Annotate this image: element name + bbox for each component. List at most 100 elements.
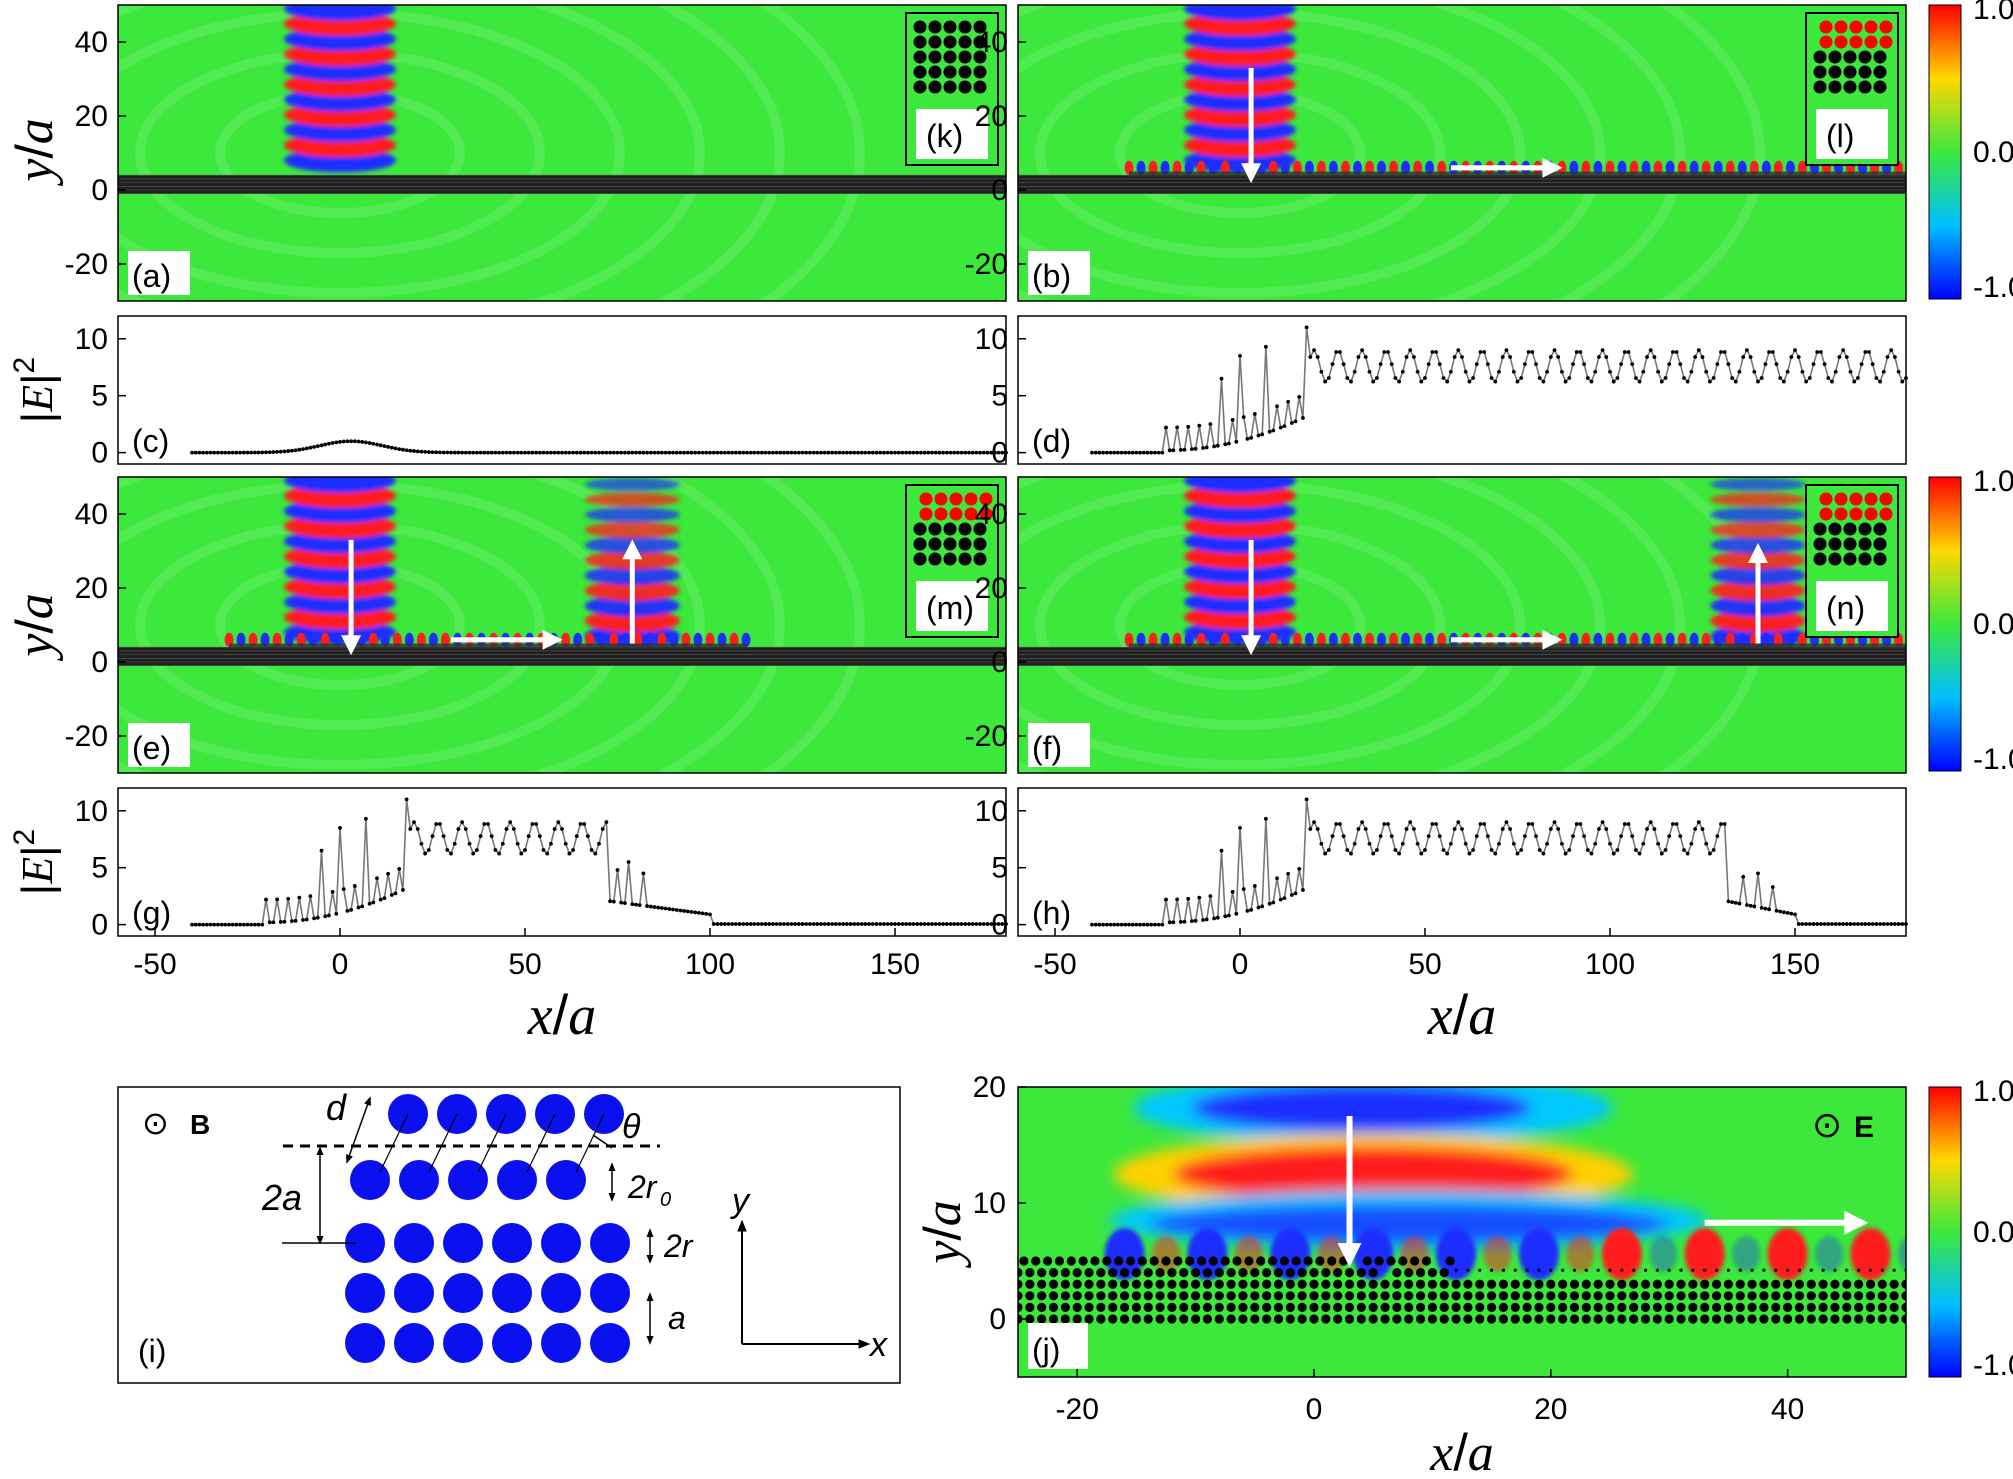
- intensity-point: [1378, 834, 1383, 839]
- x-axis-label-part: x: [1427, 985, 1453, 1047]
- crystal-rod: [1108, 1291, 1118, 1301]
- intensity-point: [674, 908, 679, 912]
- colorbar-tick-label: -1.0: [1973, 1349, 2013, 1382]
- inset-rod: [964, 507, 978, 521]
- inset-rod: [1873, 537, 1887, 551]
- intensity-point: [1393, 376, 1398, 380]
- intensity-point: [1807, 376, 1812, 380]
- intensity-point: [911, 922, 916, 926]
- inset-rod: [979, 507, 993, 521]
- intensity-point: [1315, 827, 1320, 831]
- inset-label-bg: [916, 109, 988, 159]
- intensity-point: [1393, 848, 1398, 852]
- intensity-point: [438, 822, 442, 826]
- intensity-point: [445, 450, 450, 455]
- intensity-point: [1234, 911, 1239, 916]
- crystal-rod: [1119, 1279, 1130, 1289]
- surface-mode-lobe: [1732, 1236, 1761, 1273]
- intensity-point: [1349, 379, 1353, 384]
- crystal-rod: [1723, 1279, 1733, 1289]
- inset-rod: [973, 20, 987, 34]
- crystal-rod: [1108, 1302, 1118, 1312]
- colorbar-gradient: [1928, 476, 1962, 772]
- crystal-rod: [1463, 1314, 1473, 1324]
- intensity-point: [759, 450, 764, 455]
- intensity-point: [508, 820, 513, 825]
- intensity-point: [334, 440, 339, 445]
- crystal-rod: [1561, 1268, 1565, 1272]
- intensity-point: [600, 827, 605, 831]
- guided-mode-lobe: [1304, 160, 1314, 175]
- intensity-point: [1104, 450, 1109, 455]
- crystal-rod: [1652, 1291, 1662, 1301]
- crystal-rod: [1901, 1314, 1906, 1324]
- x-tick-label: 50: [508, 948, 541, 981]
- intensity-point: [1711, 848, 1716, 852]
- intensity-point: [1852, 379, 1857, 384]
- crystal-rod: [1155, 1291, 1165, 1301]
- red-rod-row: [229, 643, 747, 650]
- intensity-point: [1597, 355, 1601, 359]
- inset-rod: [928, 80, 942, 94]
- crystal-rod: [1368, 1279, 1378, 1289]
- intensity-label-part: |: [13, 412, 62, 423]
- crystal-rod: [1244, 1256, 1254, 1266]
- intensity-point: [937, 922, 942, 926]
- intensity-point: [404, 797, 409, 802]
- crystal-rod: [1581, 1291, 1591, 1301]
- intensity-point: [1375, 376, 1379, 380]
- crystal-rod: [1173, 1256, 1183, 1266]
- intensity-point: [486, 822, 490, 826]
- crystal-rod: [1226, 1302, 1236, 1312]
- crystal-rod: [1901, 1279, 1906, 1289]
- guided-mode-lobe: [308, 632, 318, 647]
- intensity-point: [1271, 428, 1276, 433]
- intensity-point: [412, 449, 416, 453]
- b-field-symbol: B: [190, 1109, 210, 1140]
- intensity-point: [1511, 369, 1516, 374]
- y-tick-label: 20: [75, 572, 108, 605]
- intensity-point: [1227, 913, 1231, 918]
- intensity-point: [1437, 362, 1442, 367]
- intensity-point: [626, 450, 631, 455]
- wavepacket-group: [284, 5, 396, 173]
- intensity-point: [1708, 851, 1712, 856]
- intensity-point: [1090, 450, 1094, 455]
- intensity-point: [475, 450, 479, 455]
- intensity-point: [1341, 362, 1346, 367]
- intensity-point: [841, 450, 846, 455]
- crystal-rod: [1679, 1268, 1683, 1272]
- intensity-point: [1289, 893, 1294, 897]
- intensity-point: [467, 841, 472, 846]
- intensity-point: [504, 827, 509, 831]
- crystal-rod: [1392, 1279, 1402, 1289]
- inset-rod: [928, 35, 942, 49]
- intensity-point: [1127, 450, 1131, 455]
- intensity-point: [1130, 922, 1135, 927]
- guided-mode-lobe: [1268, 160, 1278, 175]
- intensity-point: [415, 449, 420, 454]
- intensity-point: [1386, 822, 1390, 826]
- intensity-point: [800, 922, 805, 926]
- panel-label-bg: [1028, 723, 1090, 767]
- intensity-point: [1634, 376, 1638, 380]
- crystal-rod: [1466, 1268, 1470, 1272]
- intensity-point: [423, 851, 427, 856]
- intensity-point: [386, 871, 390, 876]
- intensity-point: [763, 922, 768, 926]
- crystal-rod: [1309, 1302, 1319, 1312]
- intensity-point: [537, 834, 542, 839]
- intensity-point: [1326, 376, 1331, 380]
- intensity-point: [970, 922, 975, 926]
- intensity-point: [1652, 355, 1657, 359]
- intensity-point: [1552, 820, 1557, 825]
- intensity-point: [1241, 415, 1246, 420]
- intensity-point: [1412, 827, 1416, 831]
- crystal-rod: [1321, 1268, 1331, 1278]
- crystal-rod: [1581, 1279, 1591, 1289]
- crystal-rod: [1842, 1302, 1852, 1312]
- crystal-rod: [1759, 1291, 1769, 1301]
- crystal-rod: [1415, 1314, 1426, 1324]
- intensity-point: [1867, 922, 1871, 926]
